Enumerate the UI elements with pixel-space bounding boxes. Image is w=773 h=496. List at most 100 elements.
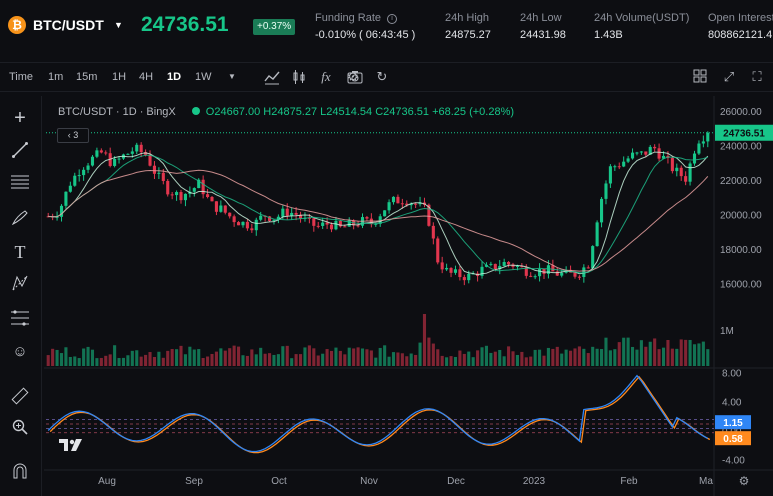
volume-bar [639,340,643,366]
tf-1h[interactable]: 1H [112,71,127,83]
volume-bar [82,348,86,366]
tf-1w[interactable]: 1W [195,71,212,83]
undo-icon[interactable]: ↻ [376,69,388,84]
formula-icon[interactable]: fx [321,69,331,84]
candle-body [489,263,493,265]
timeframe-dropdown-icon[interactable]: ▼ [228,72,236,81]
brush-icon[interactable] [9,208,31,230]
stat-value: 24875.27 [445,29,491,41]
volume-bar [697,343,701,366]
tf-time[interactable]: Time [9,71,34,83]
volume-bar [245,355,249,366]
volume-bar [706,349,710,366]
volume-bar [431,343,435,366]
volume-bar [95,358,99,366]
zoom-icon[interactable] [9,418,31,440]
indicator-count: 3 [73,130,79,140]
volume-bar [55,349,59,366]
volume-bar [551,348,555,366]
volume-bar [644,346,648,366]
volume-bar [144,354,148,366]
volume-bar [276,354,280,366]
volume-bar [422,314,427,366]
candle-body [329,224,334,230]
candle-body [400,203,404,205]
moving-average-line [48,154,708,274]
pair-selector[interactable]: BTC/USDT [33,17,104,33]
candle-body [542,268,546,274]
volume-bar [648,341,652,366]
crosshair-icon[interactable]: + [14,107,26,129]
volume-bar [263,353,267,366]
oscillator-signal-line [49,375,711,454]
stat-value: 1.43B [594,29,623,41]
legend-ohlc: O24667.00 H24875.27 L24514.54 C24736.51 … [205,106,515,118]
tf-1m[interactable]: 1m [48,71,64,83]
candle-type-icon[interactable] [291,69,307,85]
candle-body [192,188,196,192]
candle-body [449,267,453,273]
volume-bar [228,348,232,366]
volume-bar [113,345,117,366]
axis-settings-icon[interactable]: ⚙ [739,474,750,488]
change-badge: +0.37% [253,19,296,35]
candle-body [90,156,95,166]
expand-icon[interactable]: ⤢ [723,69,735,84]
volume-bar [161,357,165,366]
volume-bar [670,348,674,366]
screenshot-icon[interactable] [347,69,363,85]
indicator-count-toggle[interactable]: ‹ 3 [57,128,89,143]
volume-bar [219,348,223,366]
volume-bar [414,354,418,366]
volume-bar [661,347,666,366]
candle-body [440,262,444,270]
chart-toolbar: Time 1m 15m 1H 4H 1D 1W ▼ fx ⚙ ↻ ⤢ ⛶ [0,62,773,92]
volume-bar [59,353,64,366]
candle-body [334,220,338,230]
volume-bar [427,337,431,366]
trendline-icon[interactable] [9,141,31,163]
indicators-icon[interactable] [264,69,280,85]
settings-icon[interactable]: ⚙ [347,69,359,84]
candle-body [290,212,294,216]
osc-tick-label: -4.00 [722,456,745,467]
fullscreen-icon[interactable]: ⛶ [752,69,762,84]
candle-body [64,191,68,206]
chart-legend: BTC/USDT · 1D · BingX O24667.00 H24875.27… [58,106,514,118]
candle-body [608,166,612,184]
candle-body [431,225,435,239]
volume-bar [502,356,506,366]
volume-bar [701,341,705,366]
magnet-icon[interactable] [9,462,31,484]
candle-body [445,267,449,270]
candle-body [237,222,241,226]
candle-body [86,165,90,170]
layout-icon[interactable] [692,69,708,85]
emoji-icon[interactable]: ☺ [12,343,28,360]
volume-bar [440,355,444,366]
volume-bar [157,351,161,366]
tf-15m[interactable]: 15m [76,71,98,83]
time-axis-label: 2023 [523,476,546,487]
time-axis-label: Feb [620,476,638,487]
text-icon[interactable]: T [14,242,26,262]
price-tick-label: 22000.00 [720,176,762,187]
volume-bar [338,350,342,366]
candle-body [622,161,626,167]
candle-body [635,152,639,154]
price-chart[interactable]: 26000.00 24000.00 22000.00 20000.00 18000.00… [44,96,773,496]
candle-body [343,226,347,228]
info-icon[interactable]: i [387,14,398,24]
caret-down-icon[interactable]: ▼ [114,20,123,30]
candle-body [55,216,59,218]
volume-bar [630,346,635,366]
volume-bar [259,347,263,366]
tf-4h[interactable]: 4H [139,71,154,83]
ruler-icon[interactable] [9,387,31,409]
tf-1d[interactable]: 1D [167,71,182,83]
horizontal-lines-icon[interactable] [9,173,31,195]
candle-body [161,172,165,181]
measure-icon[interactable] [9,308,31,330]
volume-bar [170,349,174,366]
pattern-icon[interactable] [9,274,31,296]
